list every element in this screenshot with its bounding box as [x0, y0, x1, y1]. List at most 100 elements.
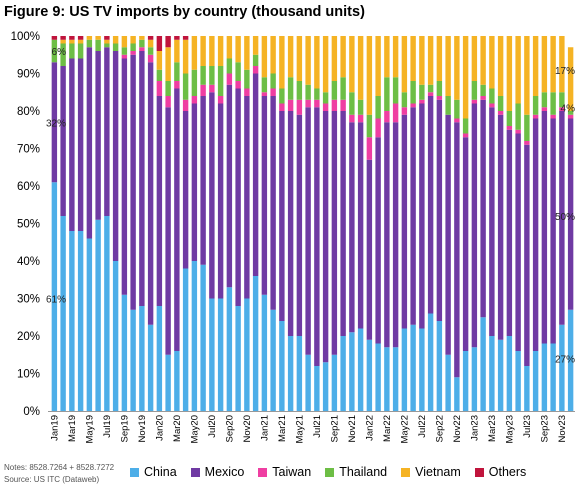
bar-segment-thailand — [454, 99, 460, 119]
bar-segment-mexico — [454, 122, 460, 378]
bar-segment-thailand — [541, 92, 548, 108]
bar-segment-thailand — [139, 39, 145, 48]
x-tick-label: Sep21 — [329, 415, 340, 442]
bar-segment-thailand — [366, 114, 373, 138]
bar-segment-china — [480, 317, 486, 411]
bar-segment-thailand — [104, 43, 110, 48]
x-tick-label: Jul20 — [207, 415, 218, 438]
legend-swatch — [401, 467, 411, 477]
bar-segment-vietnam — [69, 39, 75, 44]
bar-segment-mexico — [296, 114, 303, 336]
bar-segment-china — [489, 336, 495, 411]
bar-segment-vietnam — [139, 36, 145, 40]
bar-segment-mexico — [77, 58, 84, 231]
bar-segment-taiwan — [366, 137, 373, 160]
x-tick-label: Mar22 — [382, 415, 393, 442]
bar-segment-taiwan — [322, 103, 329, 111]
bar-segment-thailand — [410, 81, 416, 104]
bar-segment-thailand — [156, 69, 163, 81]
bar-segment-thailand — [95, 39, 101, 51]
legend-swatch — [258, 467, 268, 477]
bar-segment-vietnam — [541, 36, 548, 93]
bar-segment-china — [287, 336, 294, 411]
bar-segment-taiwan — [515, 129, 521, 134]
bar-segment-thailand — [51, 39, 58, 63]
bar-segment-others — [147, 36, 154, 40]
bar-segment-mexico — [384, 122, 390, 348]
bar-segment-mexico — [559, 111, 565, 325]
x-tick-label: Jan21 — [259, 415, 270, 441]
bar-segment-mexico — [112, 51, 119, 261]
bar-segment-vietnam — [410, 36, 416, 81]
bar-segment-china — [524, 366, 530, 411]
y-tick-label: 0% — [23, 406, 40, 418]
bar-segment-mexico — [331, 111, 338, 355]
bar-segment-thailand — [515, 103, 521, 130]
bar-segment-thailand — [384, 77, 390, 111]
bar-segment-vietnam — [60, 39, 66, 44]
bar-segment-vietnam — [489, 36, 495, 89]
x-tick-label: Mar23 — [487, 415, 498, 442]
bar-segment-china — [427, 313, 434, 411]
bar-segment-mexico — [419, 103, 425, 329]
bar-segment-china — [130, 309, 136, 411]
bar-segment-china — [51, 182, 58, 411]
bar-segment-thailand — [331, 81, 338, 100]
bar-segment-vietnam — [349, 36, 355, 93]
bar-segment-mexico — [174, 88, 180, 351]
bar-segment-china — [506, 336, 513, 411]
bar-segment-others — [156, 36, 163, 51]
bar-segment-vietnam — [279, 36, 285, 89]
bar-segment-others — [165, 36, 171, 48]
bar-segment-thailand — [200, 66, 206, 85]
y-tick-label: 80% — [17, 106, 40, 118]
bar-segment-taiwan — [375, 118, 381, 138]
bar-segment-mexico — [95, 51, 101, 220]
bar-segment-taiwan — [156, 81, 163, 96]
bar-segment-china — [165, 354, 171, 411]
bar-segment-thailand — [497, 96, 504, 111]
bar-segment-china — [559, 324, 565, 411]
bar-segment-vietnam — [226, 36, 233, 59]
bar-segment-china — [156, 306, 163, 411]
bar-segment-mexico — [279, 111, 285, 321]
y-tick-label: 10% — [17, 369, 40, 381]
bar-segment-vietnam — [270, 36, 276, 74]
bar-segment-thailand — [532, 96, 539, 115]
bar-segment-taiwan — [252, 66, 259, 74]
bar-segment-vietnam — [156, 51, 163, 70]
legend-item-others: Others — [474, 465, 526, 479]
bar-segment-vietnam — [567, 47, 574, 111]
bar-segment-vietnam — [287, 36, 294, 78]
bar-segment-thailand — [296, 81, 303, 100]
legend-label: China — [144, 465, 177, 479]
bar-segment-thailand — [226, 58, 233, 74]
bar-segment-mexico — [392, 122, 399, 348]
bar-segment-taiwan — [471, 99, 478, 104]
data-annotation: 17% — [555, 66, 575, 77]
bar-segment-taiwan — [139, 47, 145, 51]
x-tick-label: Nov22 — [452, 415, 463, 442]
bar-segment-china — [261, 294, 268, 411]
x-tick-label: Jul19 — [102, 415, 113, 438]
bar-segment-taiwan — [270, 88, 276, 96]
bar-segment-china — [462, 351, 469, 411]
bar-segment-mexico — [322, 111, 329, 363]
bar-segment-mexico — [104, 47, 110, 216]
x-tick-label: Jul22 — [417, 415, 428, 438]
legend-swatch — [325, 467, 335, 477]
bar-segment-china — [217, 298, 224, 411]
bar-segment-vietnam — [550, 36, 556, 93]
bar-segment-vietnam — [217, 36, 224, 66]
bar-segment-china — [121, 294, 128, 411]
bar-segment-vietnam — [314, 36, 320, 89]
bar-segment-thailand — [401, 92, 408, 108]
bar-segment-china — [497, 339, 504, 411]
bar-segment-thailand — [375, 96, 381, 119]
bar-segment-thailand — [471, 81, 478, 100]
bar-segment-mexico — [515, 133, 521, 351]
bar-segment-vietnam — [121, 36, 128, 48]
bar-segment-china — [104, 216, 110, 411]
bar-segment-vietnam — [182, 39, 189, 74]
y-tick-label: 90% — [17, 69, 40, 81]
